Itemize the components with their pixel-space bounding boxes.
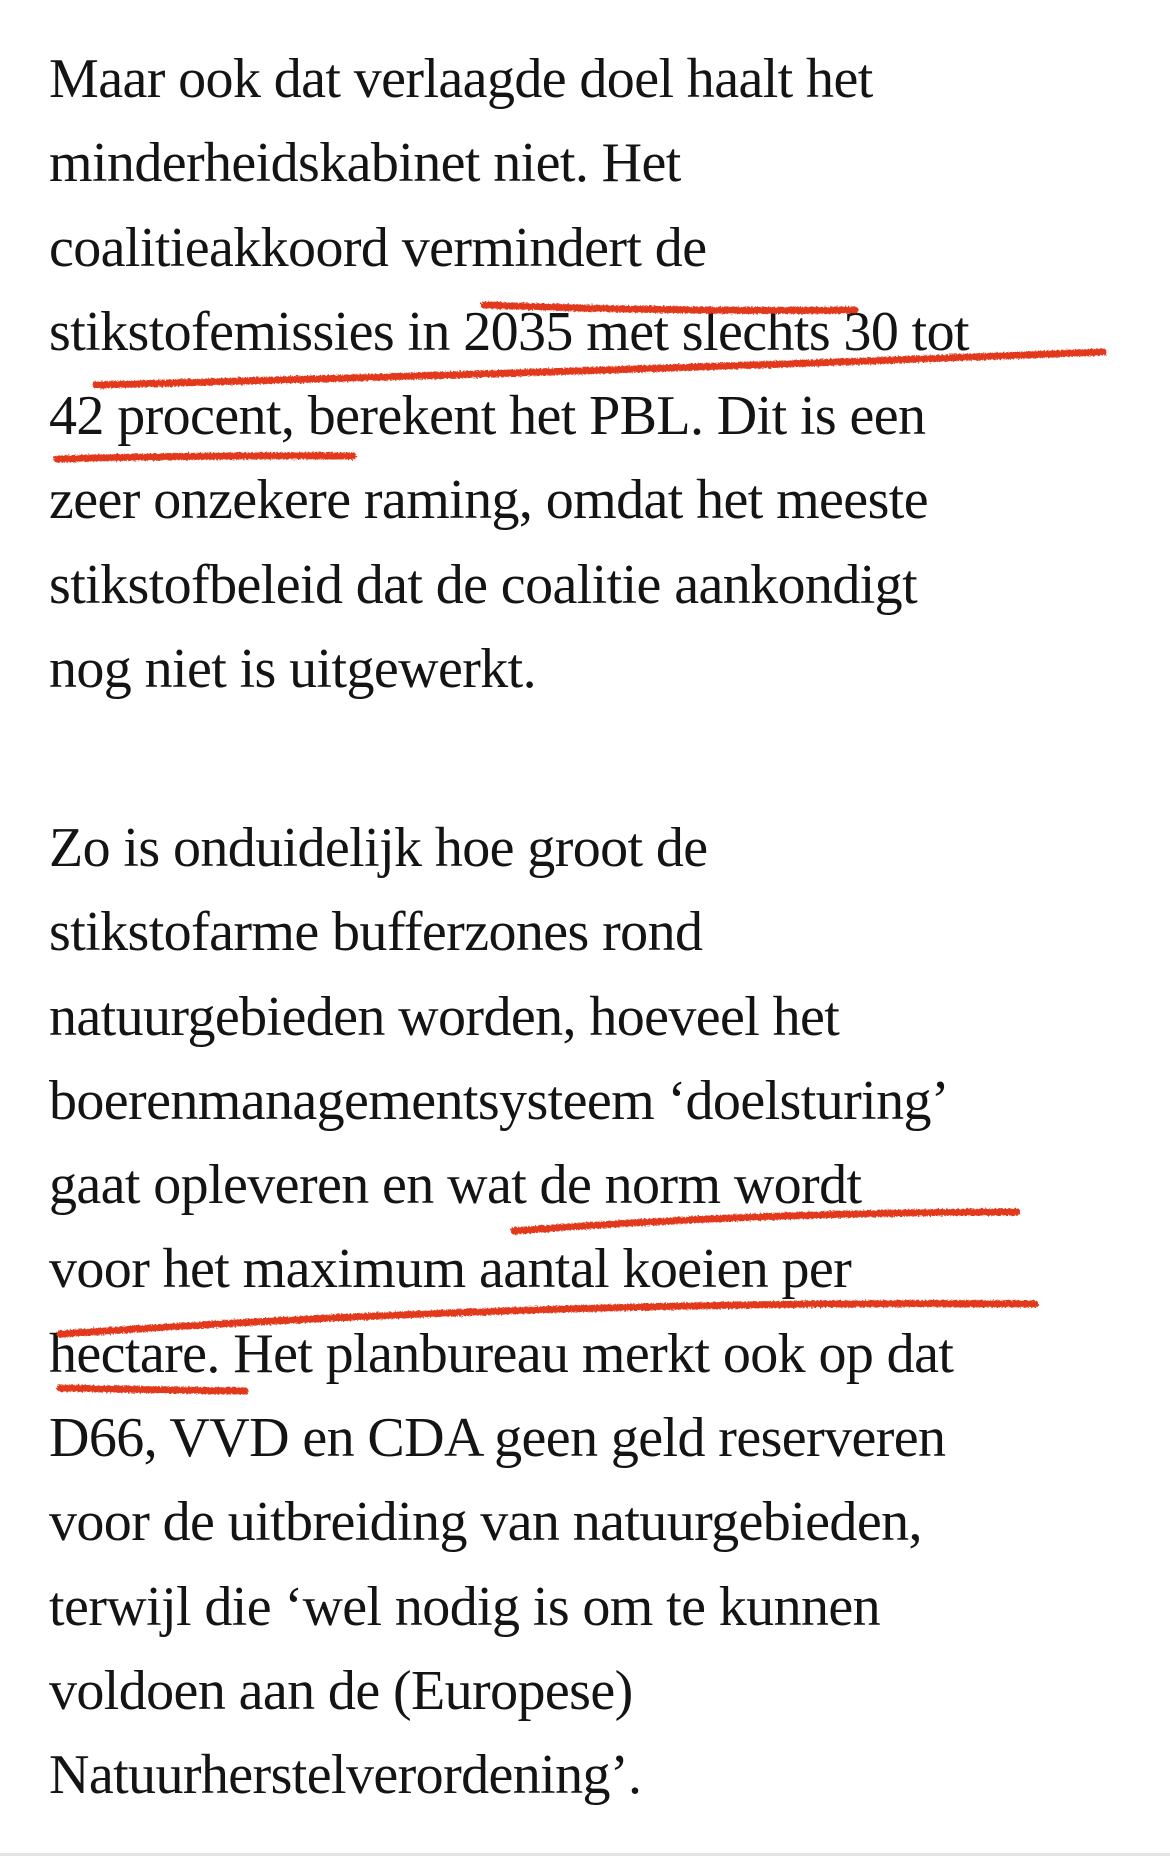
text-line: terwijl die ‘wel nodig is om te kunnen xyxy=(49,1575,881,1638)
text-line: zeer onzekere raming, omdat het meeste xyxy=(49,469,929,532)
text-line: D66, VVD en CDA geen geld reserveren xyxy=(49,1407,946,1470)
text-line: stikstofbeleid dat de coalitie aankondig… xyxy=(49,553,918,616)
text-line: stikstofemissies in 2035 met slechts 30 … xyxy=(49,300,970,363)
text-line: boerenmanagementsysteem ‘doelsturing’ xyxy=(49,1069,950,1132)
text-line: hectare. Het planbureau merkt ook op dat xyxy=(49,1322,954,1385)
text-line: voor het maximum aantal koeien per xyxy=(49,1238,852,1301)
paragraph-1: Maar ook dat verlaagde doel haalt het min… xyxy=(49,37,1149,711)
text-line: voldoen aan de (Europese) xyxy=(49,1659,633,1722)
text-line: stikstofarme bufferzones rond xyxy=(49,901,703,964)
text-line: Zo is onduidelijk hoe groot de xyxy=(49,817,708,879)
text-line: Natuurherstelverordening’. xyxy=(49,1744,642,1807)
paragraph-2: Zo is onduidelijk hoe groot de stikstofar… xyxy=(49,806,1149,1818)
text-line: voor de uitbreiding van natuurgebieden, xyxy=(49,1491,922,1554)
text-line: gaat opleveren en wat de norm wordt xyxy=(49,1154,862,1217)
text-line: minderheidskabinet niet. Het xyxy=(49,132,681,195)
text-line: coalitieakkoord vermindert de xyxy=(49,216,707,279)
text-line: Maar ook dat verlaagde doel haalt het xyxy=(49,48,873,110)
bottom-divider xyxy=(0,1853,1170,1856)
text-line: natuurgebieden worden, hoeveel het xyxy=(49,985,840,1048)
text-line: 42 procent, berekent het PBL. Dit is een xyxy=(49,385,926,448)
text-line: nog niet is uitgewerkt. xyxy=(49,638,537,701)
